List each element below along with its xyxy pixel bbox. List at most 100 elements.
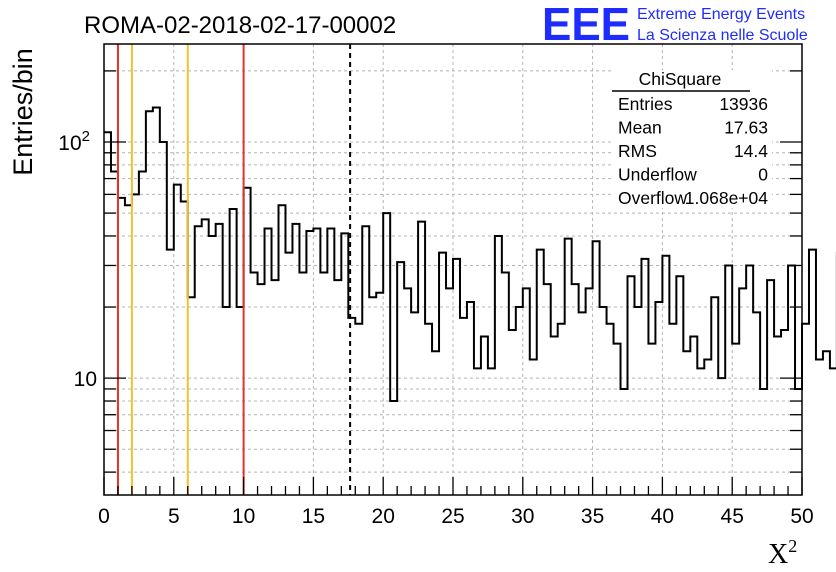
histogram-bin bbox=[746, 265, 753, 495]
histogram-bin bbox=[404, 288, 411, 495]
histogram-bin bbox=[509, 330, 516, 495]
logo-line-2: La Scienza nelle Scuole bbox=[637, 27, 808, 44]
histogram-bin bbox=[223, 307, 230, 495]
histogram-bin bbox=[634, 307, 641, 495]
histogram-bin bbox=[774, 337, 781, 495]
histogram-bin bbox=[306, 231, 313, 495]
histogram-bin bbox=[125, 205, 132, 495]
histogram-bin bbox=[830, 368, 836, 495]
histogram-bin bbox=[390, 401, 397, 495]
histogram-bin bbox=[167, 250, 174, 495]
histogram-bin bbox=[425, 324, 432, 495]
y-axis-label: Entries/bin bbox=[8, 48, 38, 176]
y-tick-label: 10 bbox=[74, 368, 97, 391]
histogram-bin bbox=[237, 307, 244, 495]
histogram-bin bbox=[669, 324, 676, 495]
histogram-bin bbox=[739, 288, 746, 495]
histogram-bin bbox=[600, 307, 607, 495]
histogram-bin bbox=[439, 253, 446, 495]
histogram-bin bbox=[341, 233, 348, 495]
histogram-bin bbox=[118, 198, 125, 495]
histogram-bin bbox=[418, 222, 425, 495]
histogram-bin bbox=[572, 284, 579, 495]
histogram-bin bbox=[181, 201, 188, 495]
histogram-bin bbox=[209, 236, 216, 495]
histogram-bin bbox=[230, 209, 237, 495]
histogram-bin bbox=[711, 297, 718, 495]
histogram-bin bbox=[139, 171, 146, 495]
histogram-bin bbox=[537, 250, 544, 495]
histogram-bin bbox=[285, 253, 292, 495]
histogram-bin bbox=[195, 226, 202, 495]
stats-row-value: 0 bbox=[758, 165, 768, 185]
histogram-bin bbox=[614, 344, 621, 495]
histogram-bin bbox=[453, 259, 460, 495]
histogram-bin bbox=[732, 344, 739, 495]
x-axis-label-base: X bbox=[768, 539, 788, 570]
histogram-bin bbox=[690, 337, 697, 495]
histogram-bin bbox=[188, 297, 195, 495]
histogram-bin bbox=[397, 262, 404, 495]
stats-row-label: Entries bbox=[618, 94, 673, 114]
histogram-bin bbox=[244, 188, 251, 495]
histogram-bin bbox=[251, 273, 258, 495]
histogram-bin bbox=[676, 276, 683, 495]
stats-row-value: 14.4 bbox=[734, 141, 768, 161]
x-tick-label: 40 bbox=[651, 505, 674, 528]
x-tick-label: 20 bbox=[372, 505, 395, 528]
histogram-bin bbox=[474, 368, 481, 495]
histogram-bin bbox=[753, 312, 760, 495]
histogram-bin bbox=[320, 273, 327, 495]
histogram-bin bbox=[579, 312, 586, 495]
histogram-bin bbox=[202, 219, 209, 495]
histogram-bin bbox=[495, 236, 502, 495]
histogram-bin bbox=[104, 132, 111, 495]
x-tick-label: 30 bbox=[511, 505, 534, 528]
histogram-bin bbox=[767, 280, 774, 495]
histogram-bin bbox=[544, 284, 551, 495]
histogram-bin bbox=[174, 185, 181, 495]
histogram-bin bbox=[725, 265, 732, 495]
histogram-bin bbox=[788, 265, 795, 495]
histogram-bin bbox=[265, 229, 272, 495]
histogram-bin bbox=[565, 239, 572, 495]
logo-mark: EEE bbox=[542, 0, 630, 50]
stats-row-label: Underflow bbox=[618, 165, 697, 185]
histogram-bin bbox=[683, 351, 690, 495]
histogram-bin bbox=[362, 226, 369, 495]
histogram-bin bbox=[279, 205, 286, 495]
x-tick-label: 15 bbox=[302, 505, 325, 528]
histogram-bin bbox=[502, 273, 509, 495]
histogram-bin bbox=[292, 224, 299, 495]
stats-row-value: 13936 bbox=[719, 94, 768, 114]
x-tick-label: 45 bbox=[721, 505, 744, 528]
histogram-bin bbox=[327, 229, 334, 495]
logo-line-1: Extreme Energy Events bbox=[637, 6, 805, 23]
histogram-bin bbox=[299, 273, 306, 495]
stats-title: ChiSquare bbox=[639, 69, 722, 89]
histogram-bin bbox=[760, 389, 767, 495]
run-title: ROMA-02-2018-02-17-00002 bbox=[84, 12, 396, 39]
histogram-bin bbox=[411, 312, 418, 495]
x-tick-label: 35 bbox=[581, 505, 604, 528]
histogram-bin bbox=[460, 318, 467, 495]
y-tick-label: 102 bbox=[58, 128, 90, 155]
histogram-bin bbox=[383, 213, 390, 495]
histogram-bin bbox=[551, 337, 558, 495]
histogram-bin bbox=[523, 288, 530, 495]
histogram-bin bbox=[146, 111, 153, 495]
histogram-bin bbox=[467, 302, 474, 495]
histogram-bin bbox=[488, 368, 495, 495]
histogram-bin bbox=[802, 324, 809, 495]
stats-box-background bbox=[612, 70, 772, 208]
histogram-outline bbox=[104, 106, 836, 403]
histogram-bin bbox=[216, 224, 223, 495]
histogram-bin bbox=[272, 280, 279, 495]
histogram-bin bbox=[718, 378, 725, 495]
stats-row-label: Overflow bbox=[618, 188, 687, 208]
histogram-bin bbox=[258, 284, 265, 495]
histogram-bin bbox=[641, 259, 648, 495]
histogram-bin bbox=[369, 297, 376, 495]
histogram-bin bbox=[593, 241, 600, 495]
